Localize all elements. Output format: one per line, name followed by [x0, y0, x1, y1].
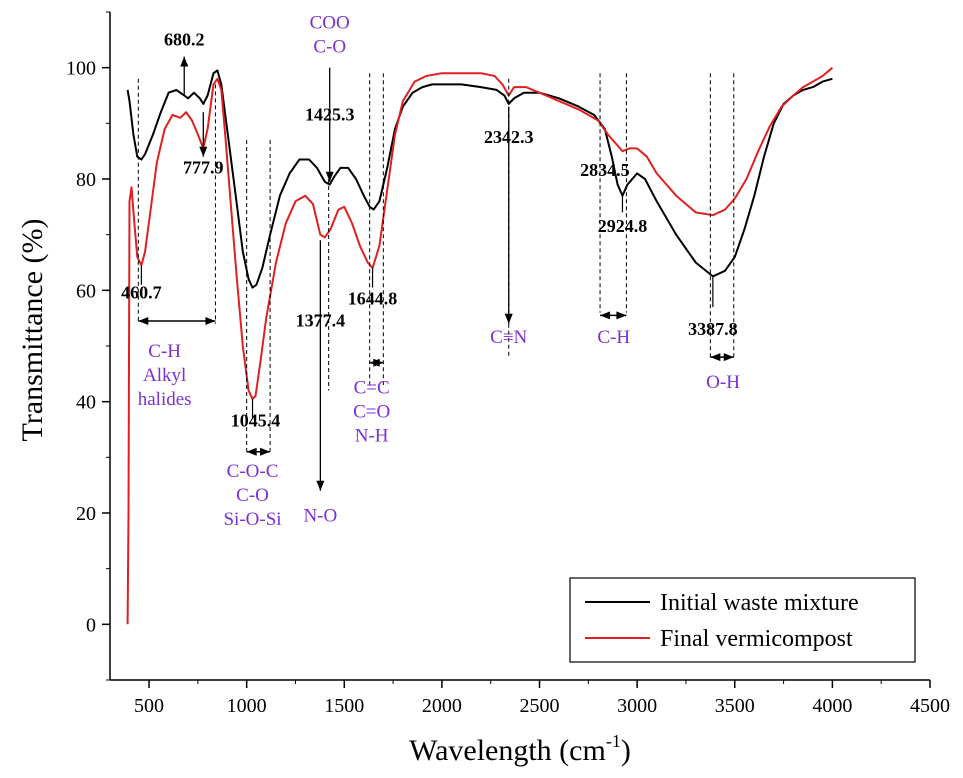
peak-arrow-head [180, 56, 189, 67]
functional-group-line: C-O [236, 485, 269, 506]
x-tick-label: 1000 [227, 695, 267, 717]
y-axis-title: Transmittance (%) [16, 218, 49, 441]
y-tick-label: 40 [76, 392, 96, 414]
series-layer [126, 66, 834, 625]
functional-group-line: O-H [706, 372, 740, 393]
peak-label: 2342.3 [484, 127, 534, 147]
range-arrow-head [616, 311, 627, 320]
x-tick-label: 2500 [520, 695, 560, 717]
x-axis-title-main: Wavelength (cm [409, 734, 606, 767]
range-arrow-head [600, 311, 611, 320]
functional-group-label: C-O-C C-O Si-O-Si [223, 461, 281, 530]
peak-label: 777.9 [183, 157, 224, 177]
functional-group-label: C-H [597, 327, 630, 348]
range-arrow-head [246, 447, 257, 456]
axes: 500 1000 1500 2000 2500 3000 3500 4000 4500 0 20 40… [66, 11, 950, 717]
y-tick-label: 100 [66, 58, 96, 80]
annotation-layer [137, 56, 735, 491]
range-arrow-head [710, 353, 721, 362]
legend-label-final: Final vermicompost [660, 626, 853, 652]
functional-group-label: C-H Alkyl halides [138, 341, 192, 410]
peak-arrow-head [199, 146, 208, 157]
range-arrow-head [723, 353, 734, 362]
range-arrow-head [373, 358, 384, 367]
x-axis-title-close: ) [621, 734, 631, 767]
functional-group-line: Alkyl [143, 365, 186, 386]
functional-group-label: O-H [706, 372, 740, 393]
functional-group-line: C≡N [490, 327, 527, 348]
peak-label: 1425.3 [305, 105, 355, 125]
range-arrow-head [260, 447, 271, 456]
functional-group-line: halides [138, 389, 192, 410]
functional-group-line: C-O-C [227, 461, 279, 482]
functional-group-line: C-O [313, 37, 346, 58]
y-tick-label: 80 [76, 169, 96, 191]
range-arrow-head [205, 316, 216, 325]
functional-group-line: N-O [303, 505, 337, 526]
peak-label: 680.2 [164, 29, 205, 49]
legend-box [569, 577, 916, 663]
functional-group-line: C-H [597, 327, 630, 348]
x-axis-title-sup: -1 [606, 731, 621, 751]
functional-group-line: C-H [148, 341, 181, 362]
x-tick-label: 2000 [422, 695, 462, 717]
legend-label-initial: Initial waste mixture [660, 590, 859, 616]
range-arrow-head [138, 316, 149, 325]
functional-group-label: N-O [303, 505, 337, 526]
functional-group-label: C=C C=O N-H [353, 377, 390, 446]
y-tick-label: 20 [76, 503, 96, 525]
x-tick-label: 3500 [715, 695, 755, 717]
peak-label: 1644.8 [348, 288, 398, 308]
peak-arrow-head [504, 313, 513, 324]
functional-group-line: N-H [355, 425, 389, 446]
peak-label: 1045.4 [231, 411, 281, 431]
x-tick-label: 500 [134, 695, 164, 717]
peak-label: 2924.8 [598, 216, 648, 236]
functional-group-line: Si-O-Si [223, 509, 281, 530]
series-line-initial [126, 69, 833, 289]
functional-group-line: COO [310, 13, 350, 34]
peak-label: 460.7 [121, 283, 162, 303]
series-line-final [126, 66, 834, 625]
peak-arrow-head [325, 171, 334, 182]
x-tick-label: 4500 [910, 695, 950, 717]
y-tick-label: 0 [86, 614, 96, 636]
functional-group-label: COO C-O [310, 13, 350, 58]
legend: Initial waste mixture Final vermicompost [569, 577, 916, 663]
peak-arrow-head [316, 480, 325, 491]
x-tick-label: 4000 [812, 695, 852, 717]
x-axis-title: Wavelength (cm-1) [409, 731, 631, 767]
x-tick-label: 3000 [617, 695, 657, 717]
peak-label: 3387.8 [688, 319, 738, 339]
functional-group-label: C≡N [490, 327, 527, 348]
peak-label: 2834.5 [580, 160, 630, 180]
x-tick-label: 1500 [324, 695, 364, 717]
y-tick-label: 60 [76, 280, 96, 302]
peak-label: 1377.4 [296, 311, 346, 331]
functional-group-line: C=C [354, 377, 390, 398]
functional-group-line: C=O [353, 401, 390, 422]
